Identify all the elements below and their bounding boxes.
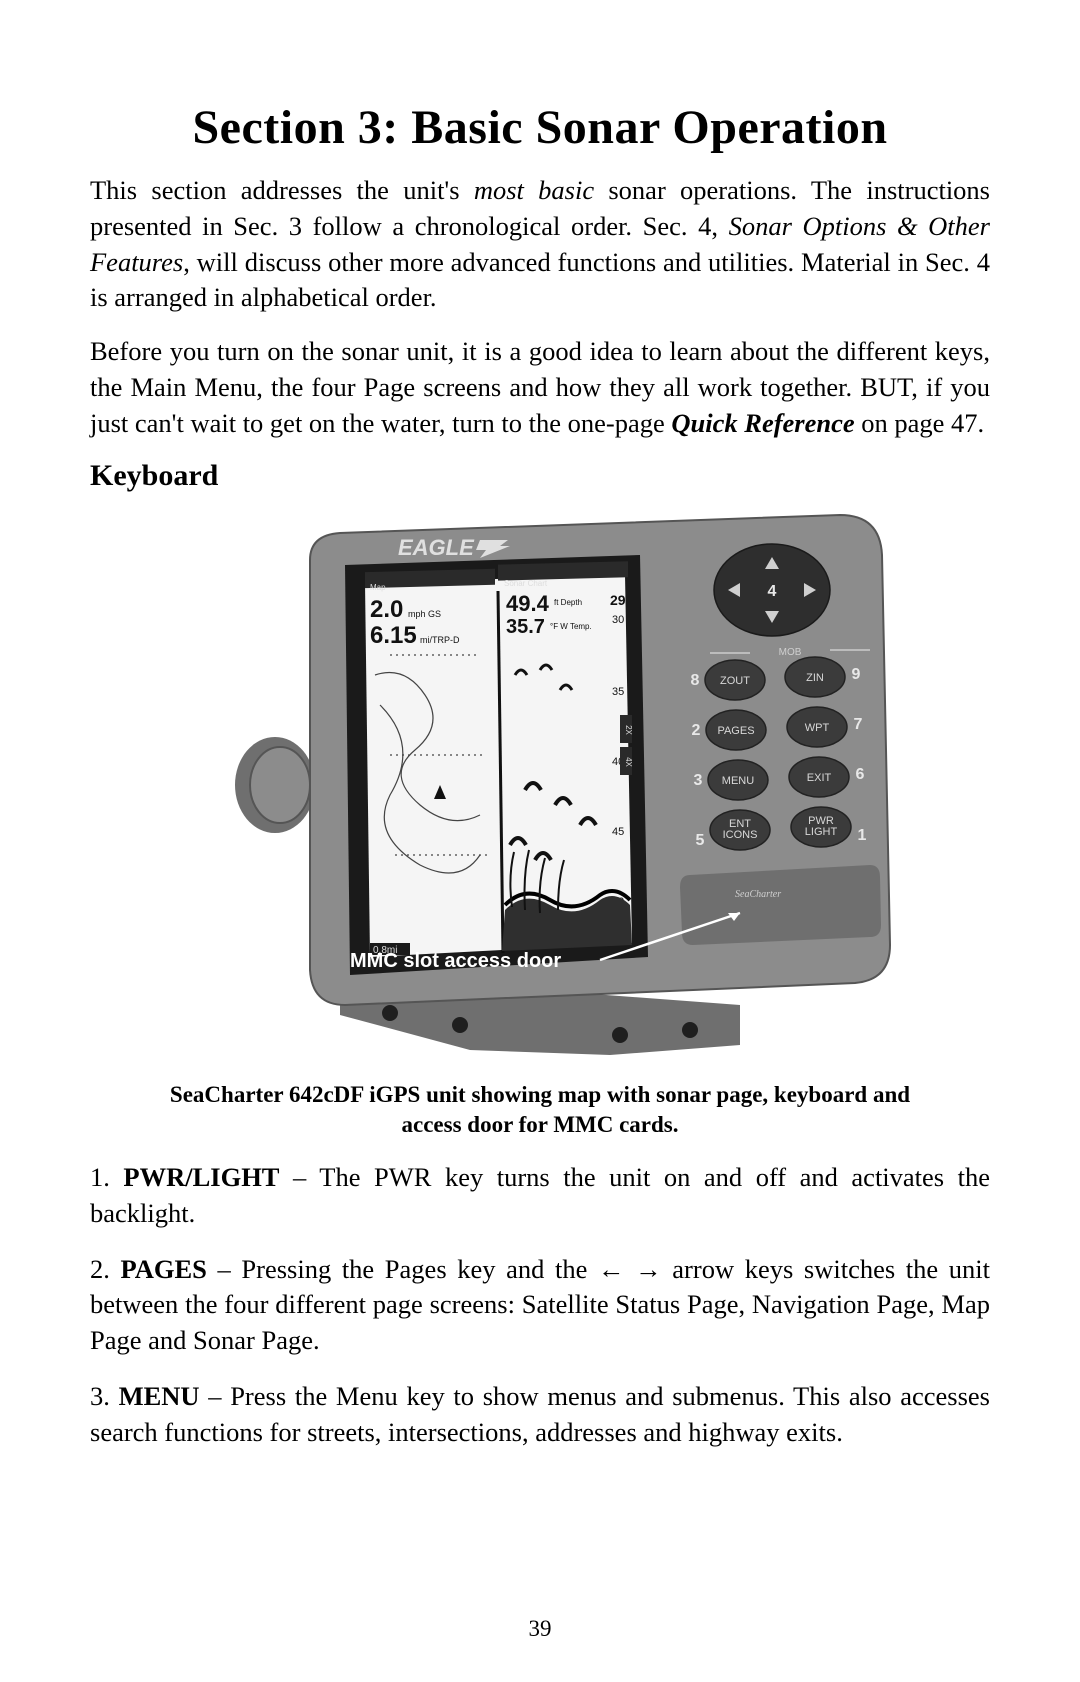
- bolt-icon: [382, 1005, 398, 1021]
- bolt-icon: [452, 1017, 468, 1033]
- depth-value: 49.4: [506, 591, 550, 616]
- temp-unit: °F W Temp.: [550, 622, 592, 631]
- arrow-left-glyph: ←: [598, 1254, 625, 1284]
- depth-mark: 29: [610, 592, 626, 608]
- pages-label: PAGES: [717, 725, 754, 737]
- dist-value: 6.15: [370, 622, 417, 649]
- key-number: 5: [696, 832, 705, 849]
- item-number: 2.: [90, 1254, 121, 1284]
- model-label: SeaCharter: [735, 889, 781, 900]
- pwr-label-2: LIGHT: [805, 826, 838, 838]
- keyboard-heading: Keyboard: [90, 459, 990, 493]
- key-number: 3: [694, 772, 703, 789]
- depth-mark: 45: [612, 826, 624, 838]
- zout-label: ZOUT: [720, 675, 750, 687]
- key-number: 2: [692, 722, 701, 739]
- mmc-door: [680, 865, 881, 945]
- mob-label: MOB: [779, 647, 802, 658]
- range-tab-label: 2X: [624, 725, 633, 735]
- arrow-right-glyph: →: [635, 1254, 662, 1284]
- text: , will discuss other more advanced funct…: [90, 247, 990, 313]
- zin-label: ZIN: [806, 672, 824, 684]
- page-number: 39: [0, 1616, 1080, 1642]
- text-emphasis: Quick Reference: [671, 408, 854, 438]
- wpt-label: WPT: [805, 722, 830, 734]
- key-number: 7: [854, 716, 863, 733]
- exit-label: EXIT: [807, 772, 832, 784]
- bolt-icon: [612, 1027, 628, 1043]
- depth-unit: ft Depth: [554, 598, 582, 607]
- text: – Pressing the Pages key and the: [207, 1254, 598, 1284]
- key-number: 6: [856, 766, 865, 783]
- tab-sonar: [498, 562, 628, 581]
- bolt-icon: [682, 1022, 698, 1038]
- text: on page 47.: [855, 408, 985, 438]
- key-desc-pages: 2. PAGES – Pressing the Pages key and th…: [90, 1252, 990, 1359]
- key-number: 1: [858, 827, 867, 844]
- key-name: PWR/LIGHT: [123, 1162, 279, 1192]
- ent-label-2: ICONS: [723, 829, 758, 841]
- text: – Press the Menu key to show menus and s…: [90, 1381, 990, 1447]
- depth-mark: 35: [612, 686, 624, 698]
- intro-paragraph-1: This section addresses the unit's most b…: [90, 173, 990, 316]
- item-number: 1.: [90, 1162, 123, 1192]
- speed-value: 2.0: [370, 596, 403, 623]
- sonar-unit-illustration: EAGLE Map Sonar Chart 2.0 mph GS 6.15 mi…: [180, 505, 900, 1065]
- item-number: 3.: [90, 1381, 119, 1411]
- intro-paragraph-2: Before you turn on the sonar unit, it is…: [90, 334, 990, 441]
- key-name: MENU: [119, 1381, 200, 1411]
- dist-unit: mi/TRP-D: [420, 635, 460, 645]
- speed-unit: mph GS: [408, 609, 441, 619]
- text: This section addresses the unit's: [90, 175, 474, 205]
- tab-sonar-label: Sonar Chart: [504, 579, 548, 588]
- key-number: 9: [852, 666, 861, 683]
- section-title: Section 3: Basic Sonar Operation: [90, 100, 990, 155]
- key-name: PAGES: [121, 1254, 207, 1284]
- brand-label: EAGLE: [398, 535, 475, 560]
- tab-map-label: Map: [370, 583, 386, 592]
- text-emphasis: most basic: [474, 175, 594, 205]
- manual-page: Section 3: Basic Sonar Operation This se…: [0, 0, 1080, 1682]
- range-tab-label: 4X: [624, 757, 633, 767]
- depth-mark: 30: [612, 614, 624, 626]
- dpad-label: 4: [768, 583, 777, 600]
- key-desc-pwr: 1. PWR/LIGHT – The PWR key turns the uni…: [90, 1160, 990, 1232]
- menu-label: MENU: [722, 775, 754, 787]
- key-number: 8: [691, 672, 700, 689]
- figure-caption: SeaCharter 642cDF iGPS unit showing map …: [150, 1080, 930, 1140]
- mount-knob: [250, 747, 310, 823]
- device-figure: EAGLE Map Sonar Chart 2.0 mph GS 6.15 mi…: [90, 505, 990, 1070]
- key-desc-menu: 3. MENU – Press the Menu key to show men…: [90, 1379, 990, 1451]
- temp-value: 35.7: [506, 616, 545, 638]
- mmc-callout-label: MMC slot access door: [350, 950, 561, 972]
- dpad: 4: [714, 544, 830, 636]
